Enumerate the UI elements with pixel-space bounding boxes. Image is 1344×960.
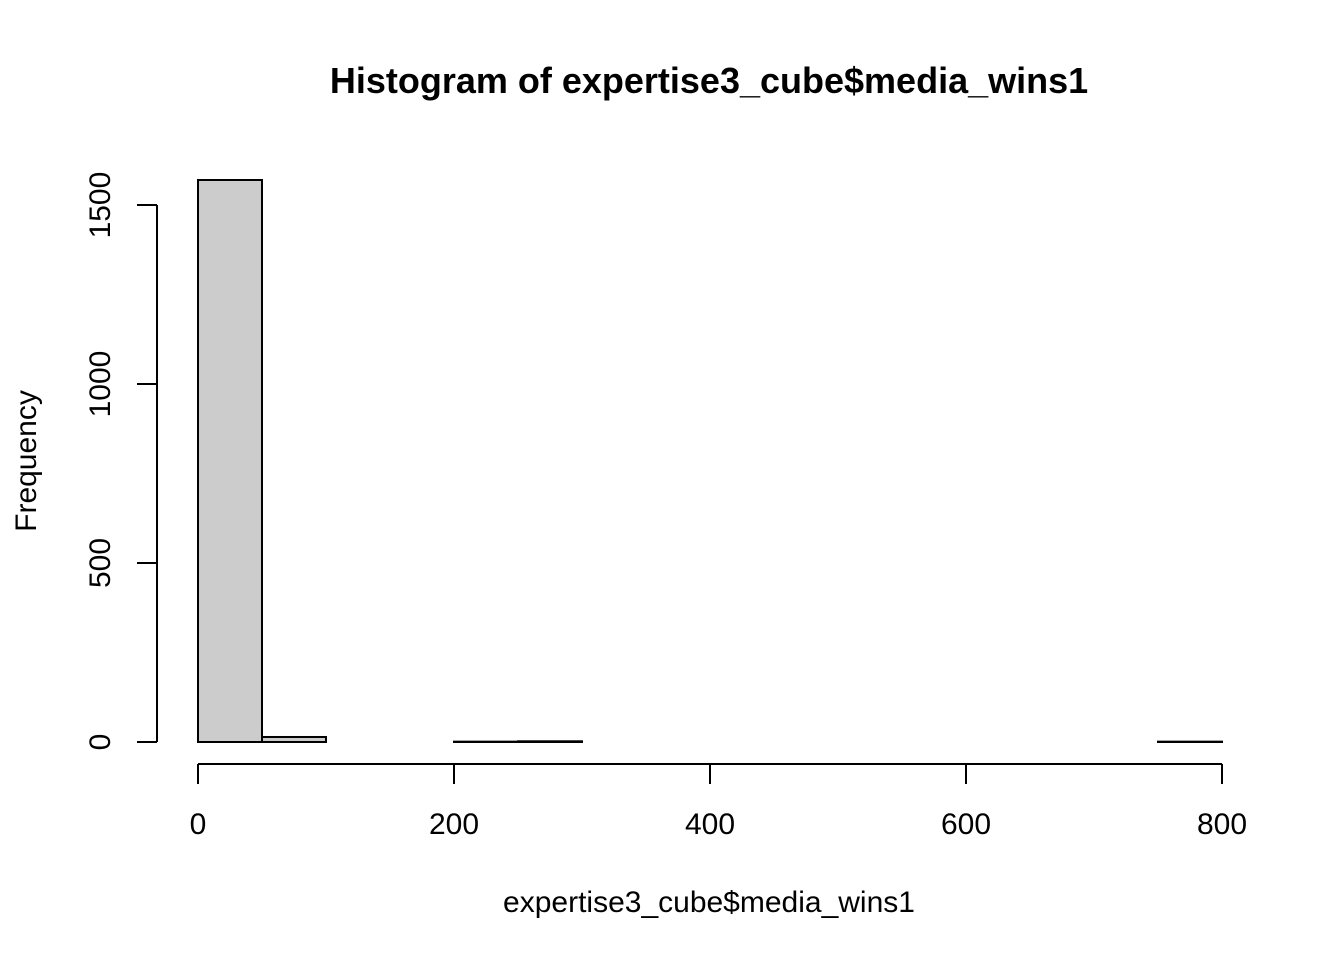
x-tick-label: 800 — [1197, 808, 1247, 841]
y-tick-label: 0 — [84, 734, 117, 751]
y-axis-label: Frequency — [10, 390, 43, 532]
histogram-bar — [261, 735, 327, 743]
histogram-bars — [197, 179, 1223, 743]
y-tick-label: 1500 — [84, 172, 117, 239]
chart-title: Histogram of expertise3_cube$media_wins1 — [330, 60, 1088, 101]
x-tick-label: 400 — [685, 808, 735, 841]
x-axis-ticks: 0 200 400 600 800 — [190, 764, 1247, 841]
histogram-bar — [517, 740, 583, 743]
y-tick-label: 500 — [84, 538, 117, 588]
histogram-bar — [197, 179, 263, 743]
y-axis-ticks: 0 500 1000 1500 — [84, 172, 157, 751]
x-tick-label: 0 — [190, 808, 207, 841]
x-tick-label: 200 — [429, 808, 479, 841]
x-axis-label: expertise3_cube$media_wins1 — [503, 886, 915, 919]
x-tick-label: 600 — [941, 808, 991, 841]
y-tick-label: 1000 — [84, 351, 117, 418]
